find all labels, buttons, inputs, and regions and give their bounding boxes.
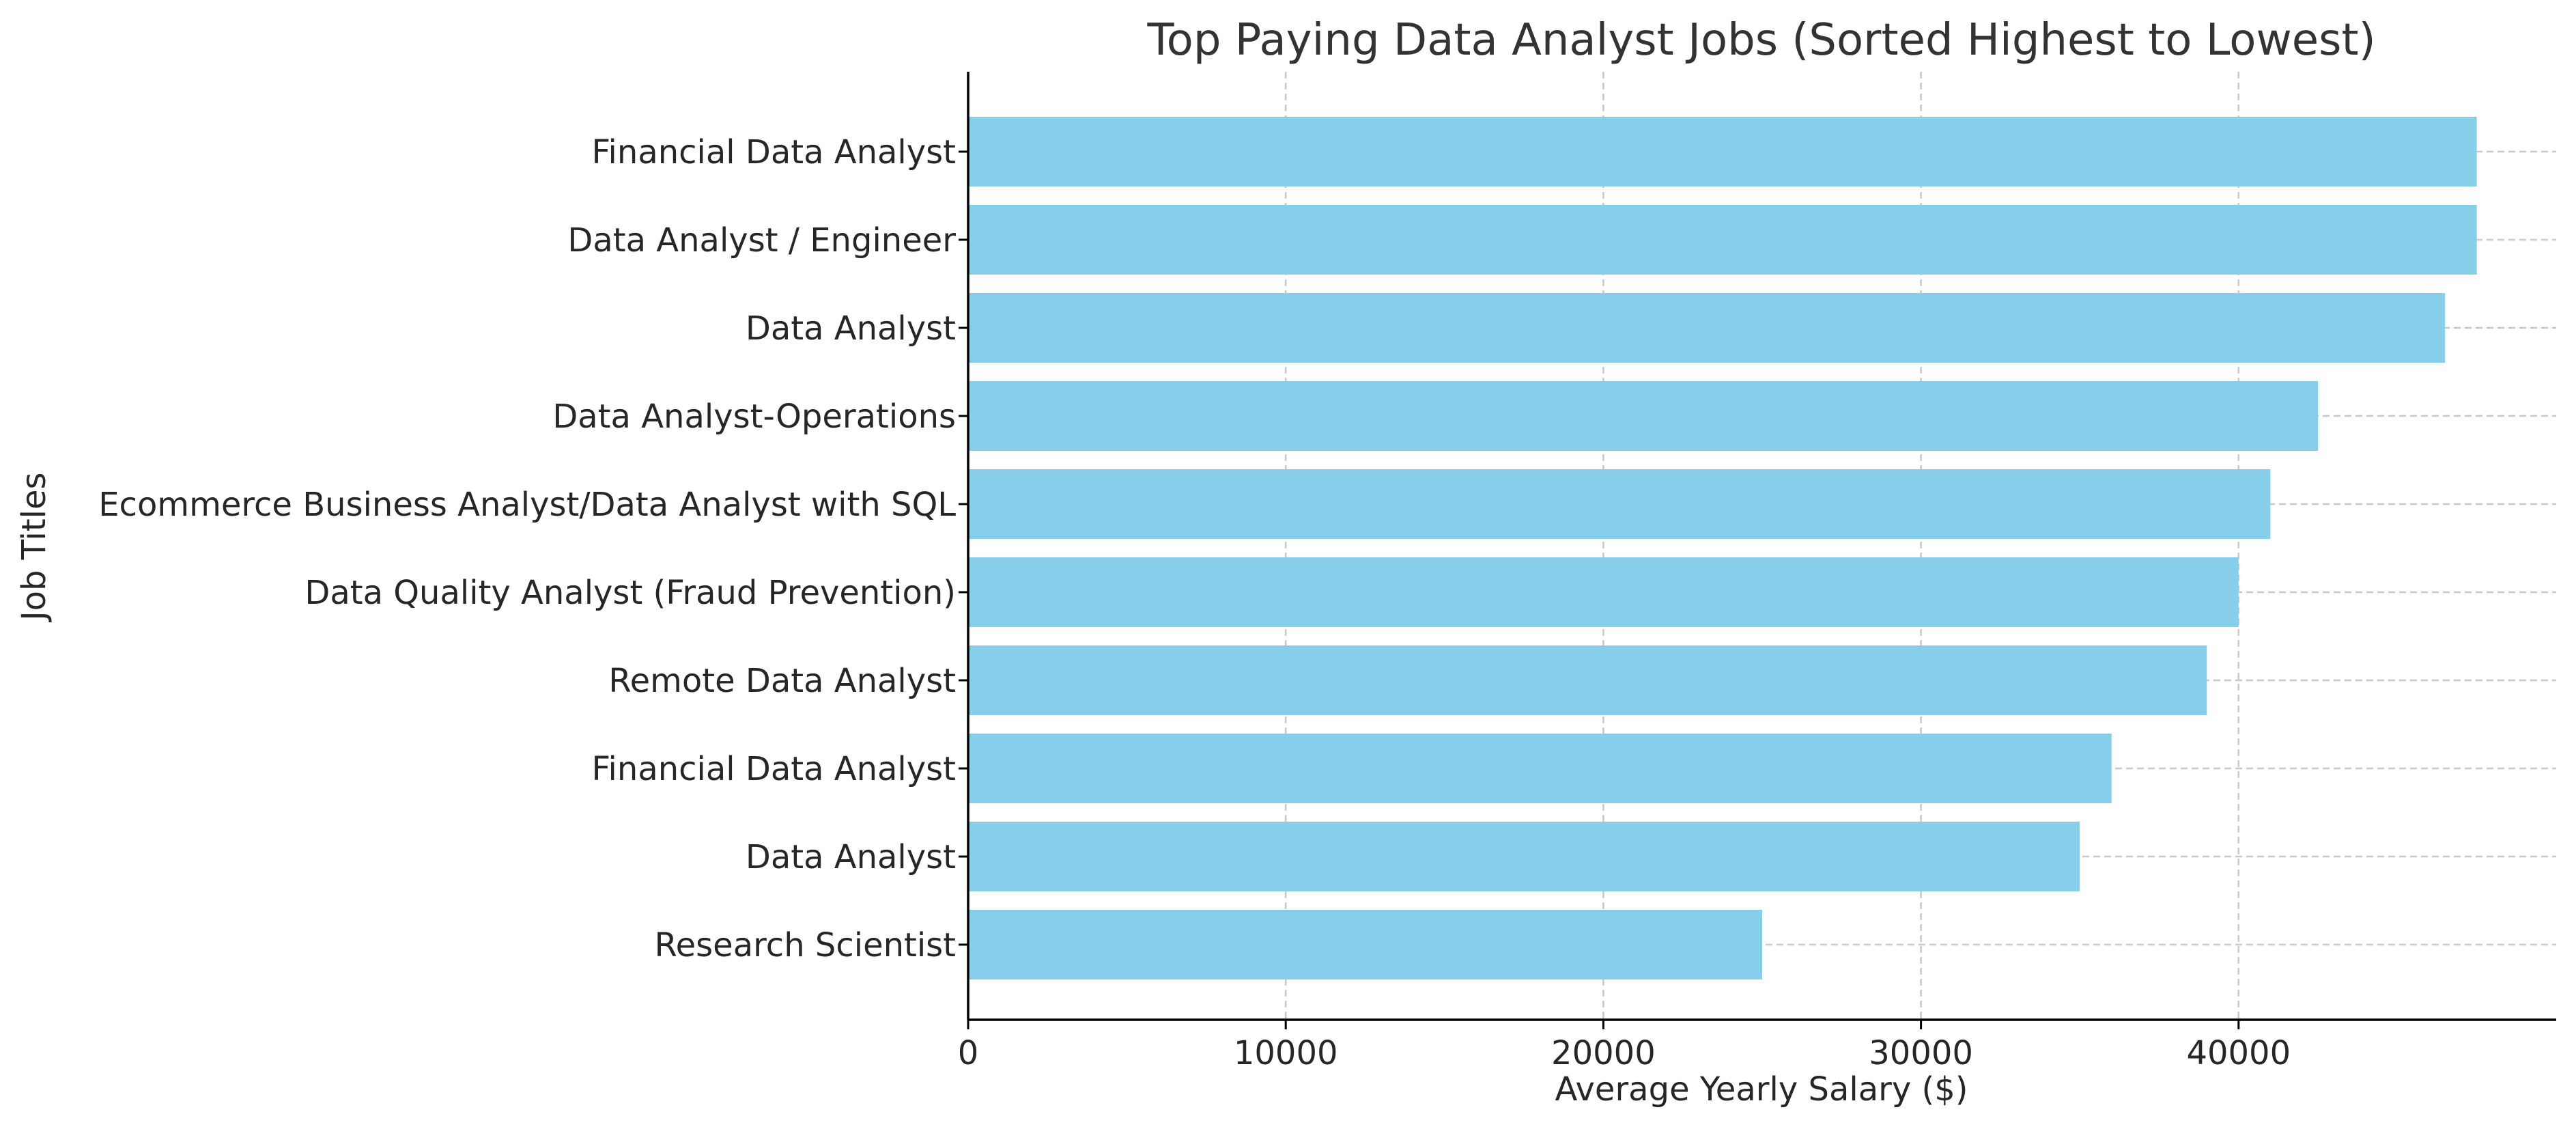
x-tick-label: 40000 bbox=[2186, 1034, 2291, 1072]
y-tick-label: Data Quality Analyst (Fraud Prevention) bbox=[305, 574, 956, 612]
y-tick-label: Data Analyst-Operations bbox=[552, 398, 956, 436]
x-tick-label: 0 bbox=[958, 1034, 979, 1072]
chart-title: Top Paying Data Analyst Jobs (Sorted Hig… bbox=[1146, 15, 2375, 66]
y-tick-label: Data Analyst bbox=[746, 838, 956, 876]
bar bbox=[968, 734, 2112, 803]
bar bbox=[968, 557, 2239, 627]
y-tick-label: Financial Data Analyst bbox=[591, 750, 956, 788]
bar bbox=[968, 645, 2207, 715]
y-tick-label: Remote Data Analyst bbox=[608, 662, 956, 700]
y-tick-label: Research Scientist bbox=[654, 926, 956, 964]
x-axis-title: Average Yearly Salary ($) bbox=[1555, 1070, 1968, 1109]
y-tick-label: Ecommerce Business Analyst/Data Analyst … bbox=[98, 486, 956, 524]
bar bbox=[968, 910, 1762, 979]
x-tick-label: 10000 bbox=[1234, 1034, 1338, 1072]
bar bbox=[968, 469, 2271, 539]
x-tick-label: 30000 bbox=[1869, 1034, 1973, 1072]
bar bbox=[968, 117, 2477, 186]
bar bbox=[968, 205, 2477, 275]
tick-labels: 0 10000 20000 30000 40000 Financial Data Anal… bbox=[98, 133, 2291, 1072]
y-tick-label: Data Analyst / Engineer bbox=[567, 221, 956, 260]
bar bbox=[968, 822, 2080, 891]
axes bbox=[959, 72, 2556, 1029]
x-tick-label: 20000 bbox=[1551, 1034, 1656, 1072]
bar bbox=[968, 381, 2319, 451]
y-tick-label: Financial Data Analyst bbox=[591, 133, 956, 171]
bars bbox=[968, 117, 2477, 979]
y-axis-title: Job Titles bbox=[15, 472, 53, 622]
bar bbox=[968, 293, 2446, 363]
y-tick-label: Data Analyst bbox=[746, 309, 956, 348]
